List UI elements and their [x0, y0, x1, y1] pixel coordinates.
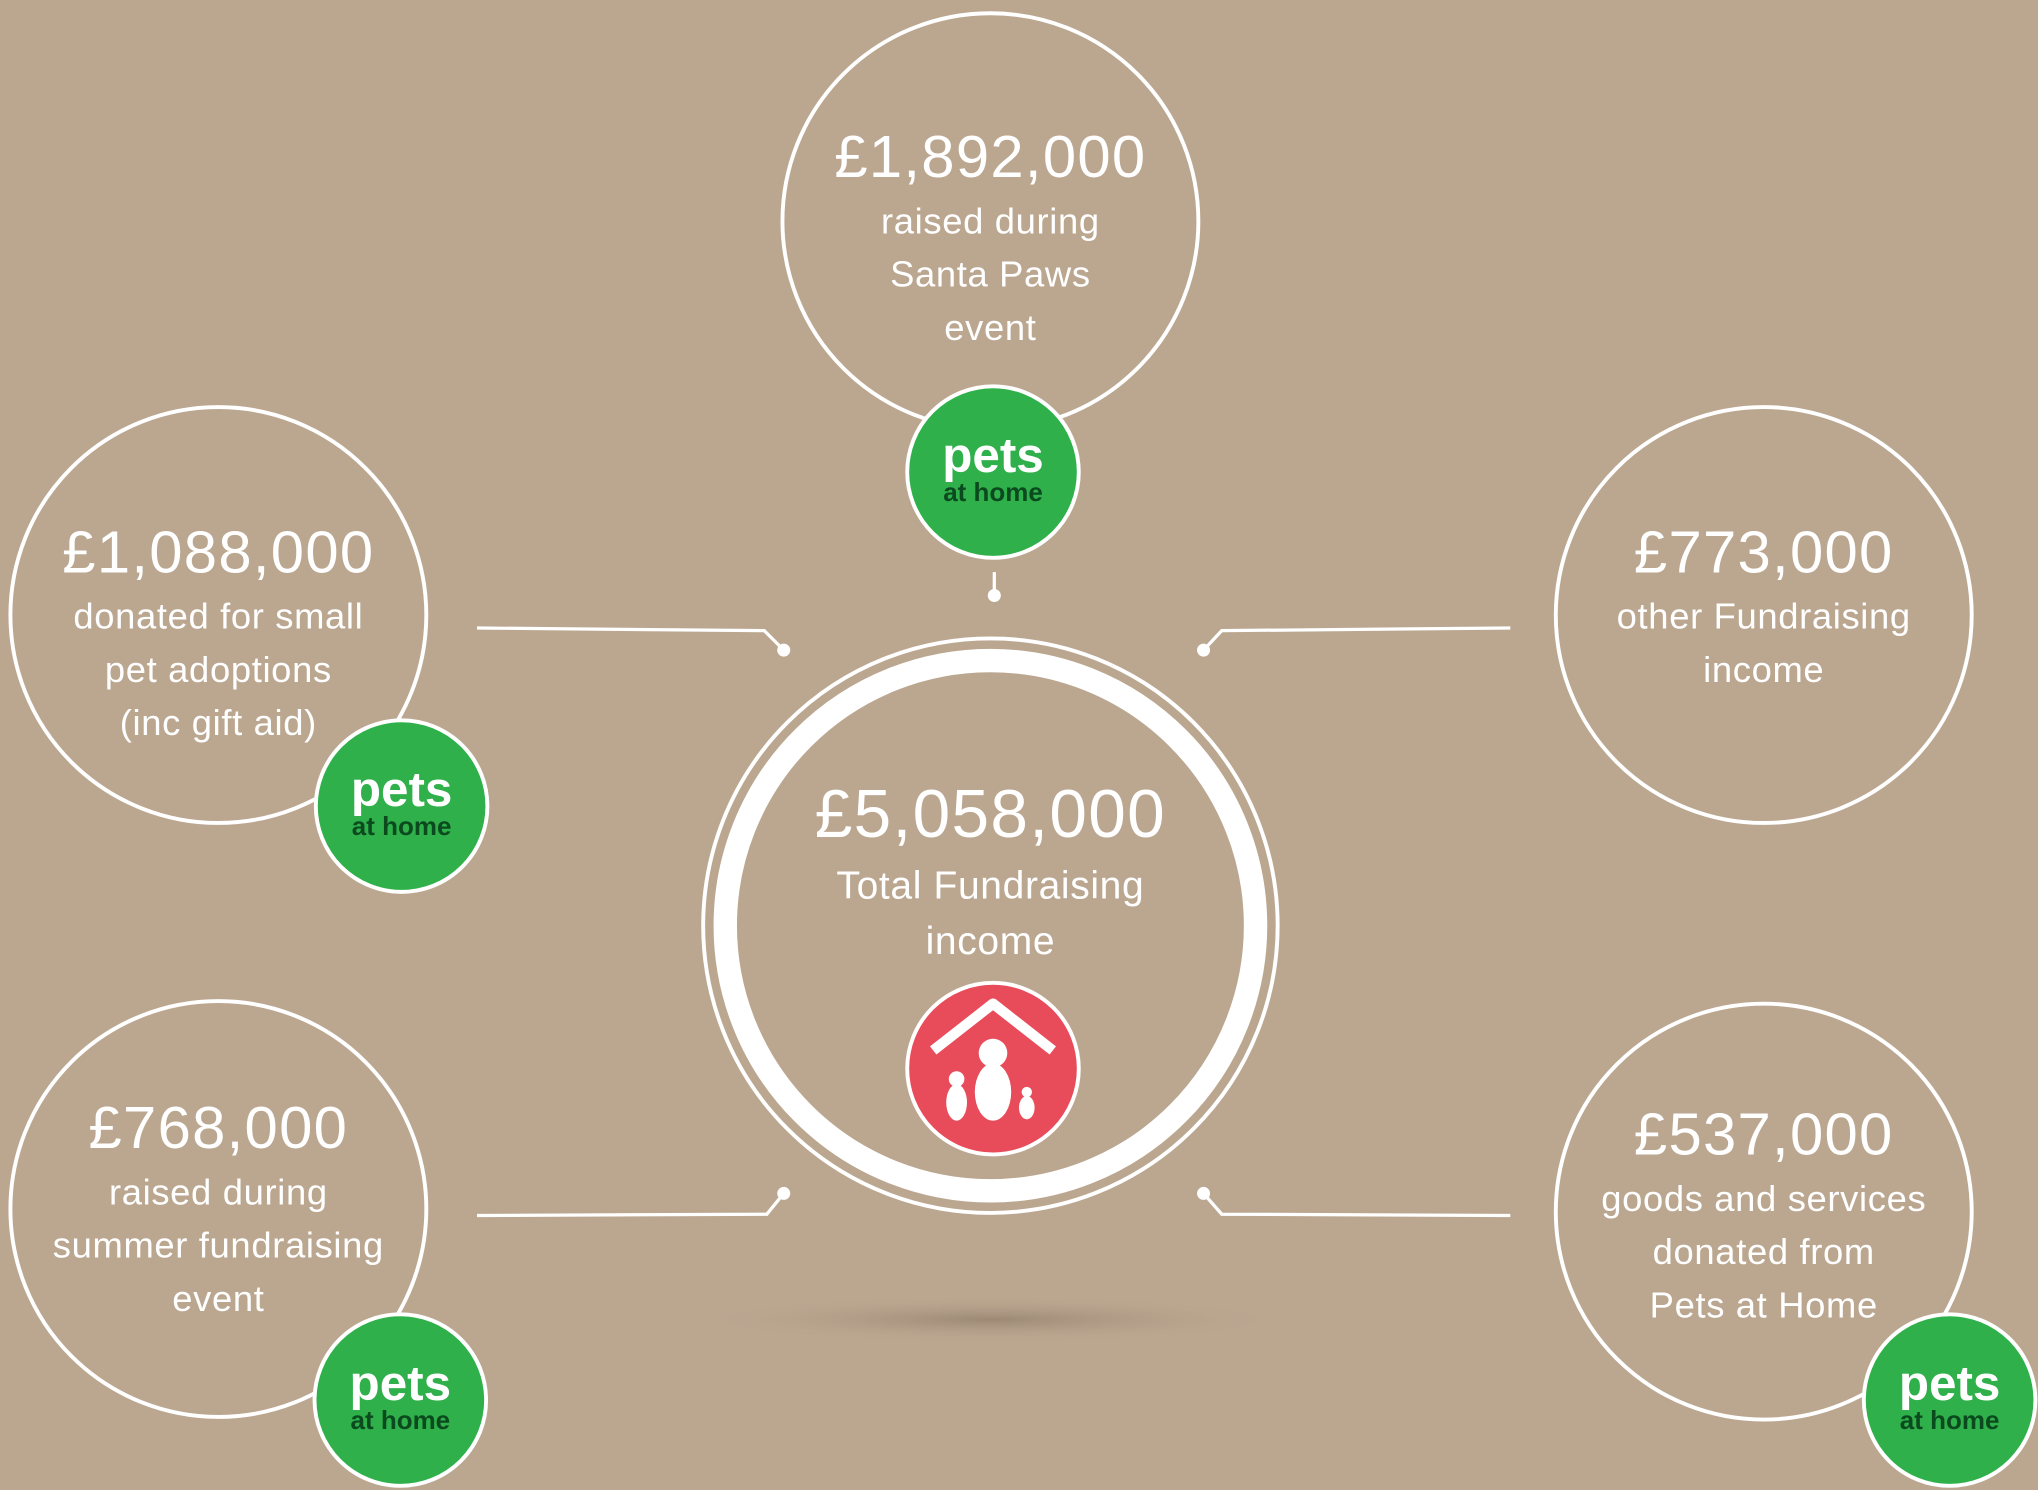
amount: £1,892,000 [834, 123, 1146, 190]
logo-text: pets [942, 428, 1044, 483]
description: Pets at Home [1650, 1284, 1878, 1325]
amount: £1,088,000 [62, 518, 374, 585]
logo-text: at home [351, 1405, 451, 1435]
total-description: income [926, 920, 1056, 963]
logo-text: pets [350, 1356, 452, 1411]
node-circle [1553, 405, 1974, 825]
logo-text: pets [351, 762, 453, 817]
amount: £773,000 [1634, 518, 1894, 585]
center-rings [701, 636, 1280, 1215]
description: other Fundraising [1617, 596, 1911, 637]
pets-logo [1861, 1312, 2038, 1488]
shadow [691, 1296, 1290, 1343]
amount: £768,000 [89, 1094, 349, 1161]
description: (inc gift aid) [120, 702, 317, 743]
logo-text: at home [352, 811, 452, 841]
total-amount: £5,058,000 [815, 777, 1166, 852]
amount: £537,000 [1634, 1101, 1894, 1168]
logo-text: at home [1900, 1405, 2000, 1435]
description: donated for small [73, 596, 363, 637]
description: pet adoptions [105, 649, 332, 690]
node-circle [8, 405, 429, 825]
description: event [944, 307, 1036, 348]
node-circle [8, 999, 429, 1419]
description: raised during [881, 200, 1100, 241]
home-logo [905, 980, 1081, 1157]
pets-logo [313, 718, 490, 894]
pets-logo [905, 384, 1081, 560]
pets-logo [312, 1312, 489, 1488]
description: raised during [109, 1171, 328, 1212]
description: summer fundraising [53, 1225, 384, 1266]
logo-text: pets [1899, 1356, 2001, 1411]
connectors [476, 572, 1511, 1218]
description: Santa Paws [890, 254, 1091, 295]
description: income [1703, 649, 1824, 690]
description: goods and services [1601, 1178, 1926, 1219]
total-description: Total Fundraising [836, 864, 1144, 907]
description: donated from [1653, 1231, 1875, 1272]
description: event [172, 1278, 264, 1319]
logo-text: at home [943, 477, 1043, 507]
node-circle [1553, 1001, 1974, 1422]
